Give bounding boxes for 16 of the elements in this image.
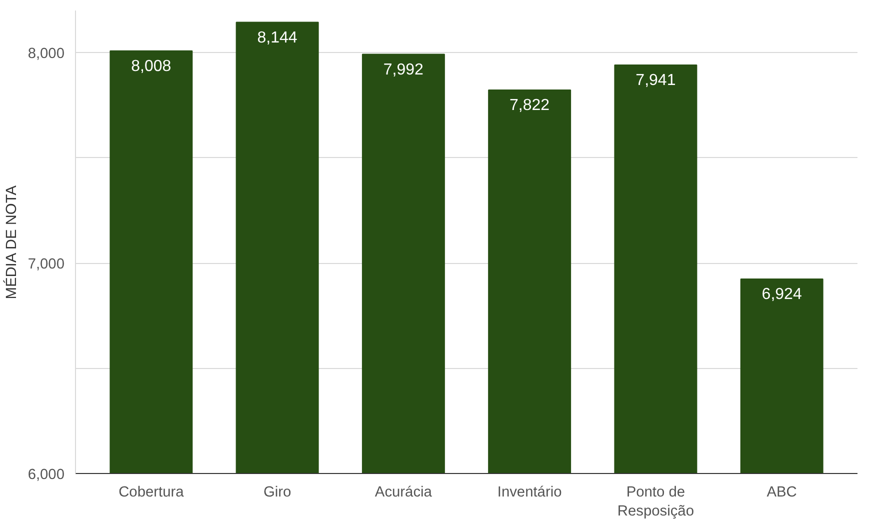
data-label: 7,941 (636, 72, 676, 90)
x-tick-label: ABC (766, 484, 798, 500)
data-label: 8,144 (257, 29, 298, 46)
data-label: 7,822 (510, 97, 550, 114)
x-tick-label: Ponto de Resposição (617, 484, 694, 520)
y-axis-title: MÉDIA DE NOTA (2, 185, 20, 300)
y-tick-label: 6,000 (28, 467, 65, 483)
data-label: 7,992 (383, 61, 424, 78)
data-label: 8,008 (131, 58, 172, 75)
x-tick-label: Cobertura (118, 484, 185, 500)
x-tick-label: Giro (263, 484, 292, 500)
x-tick-label: Inventário (497, 484, 562, 500)
y-tick-label: 8,000 (28, 46, 65, 62)
x-tick-label: Acurácia (374, 484, 433, 500)
data-label: 6,924 (762, 286, 802, 304)
y-tick-label: 7,000 (28, 256, 65, 273)
